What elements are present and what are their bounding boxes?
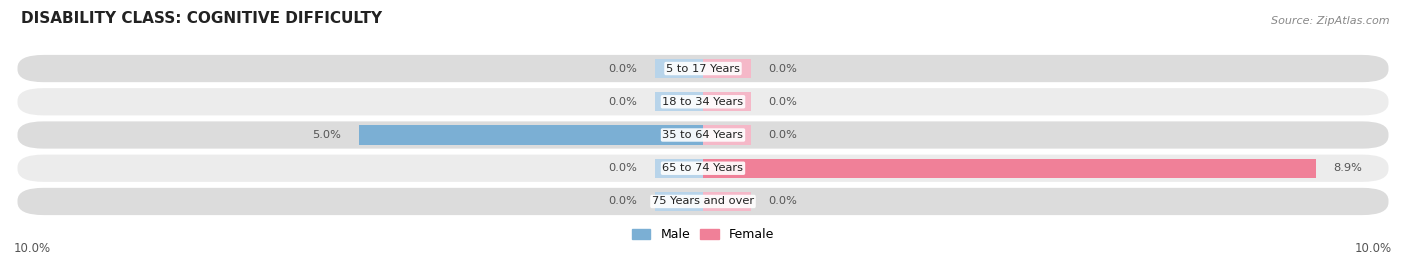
Text: 10.0%: 10.0% (14, 242, 51, 255)
Bar (359, 125, 703, 145)
Text: 8.9%: 8.9% (1333, 163, 1362, 173)
FancyBboxPatch shape (17, 88, 1389, 115)
Text: 35 to 64 Years: 35 to 64 Years (662, 130, 744, 140)
Bar (703, 59, 751, 78)
Text: 0.0%: 0.0% (609, 163, 637, 173)
FancyBboxPatch shape (17, 55, 1389, 82)
Bar (703, 92, 751, 112)
Text: 0.0%: 0.0% (769, 130, 797, 140)
Text: DISABILITY CLASS: COGNITIVE DIFFICULTY: DISABILITY CLASS: COGNITIVE DIFFICULTY (21, 11, 382, 26)
Text: 0.0%: 0.0% (609, 63, 637, 73)
Bar (655, 59, 703, 78)
FancyBboxPatch shape (17, 188, 1389, 215)
Text: 0.0%: 0.0% (769, 97, 797, 107)
Text: 0.0%: 0.0% (609, 197, 637, 207)
Text: 65 to 74 Years: 65 to 74 Years (662, 163, 744, 173)
Legend: Male, Female: Male, Female (627, 223, 779, 246)
Bar (703, 158, 1316, 178)
FancyBboxPatch shape (17, 155, 1389, 182)
Text: 75 Years and over: 75 Years and over (652, 197, 754, 207)
Bar (655, 158, 703, 178)
Bar (655, 192, 703, 211)
Bar (703, 192, 751, 211)
Text: 10.0%: 10.0% (1355, 242, 1392, 255)
Text: Source: ZipAtlas.com: Source: ZipAtlas.com (1271, 16, 1389, 26)
Text: 0.0%: 0.0% (769, 63, 797, 73)
Text: 0.0%: 0.0% (609, 97, 637, 107)
Text: 5.0%: 5.0% (312, 130, 342, 140)
Text: 0.0%: 0.0% (769, 197, 797, 207)
FancyBboxPatch shape (17, 122, 1389, 148)
Bar (655, 92, 703, 112)
Text: 18 to 34 Years: 18 to 34 Years (662, 97, 744, 107)
Bar (703, 125, 751, 145)
Text: 5 to 17 Years: 5 to 17 Years (666, 63, 740, 73)
